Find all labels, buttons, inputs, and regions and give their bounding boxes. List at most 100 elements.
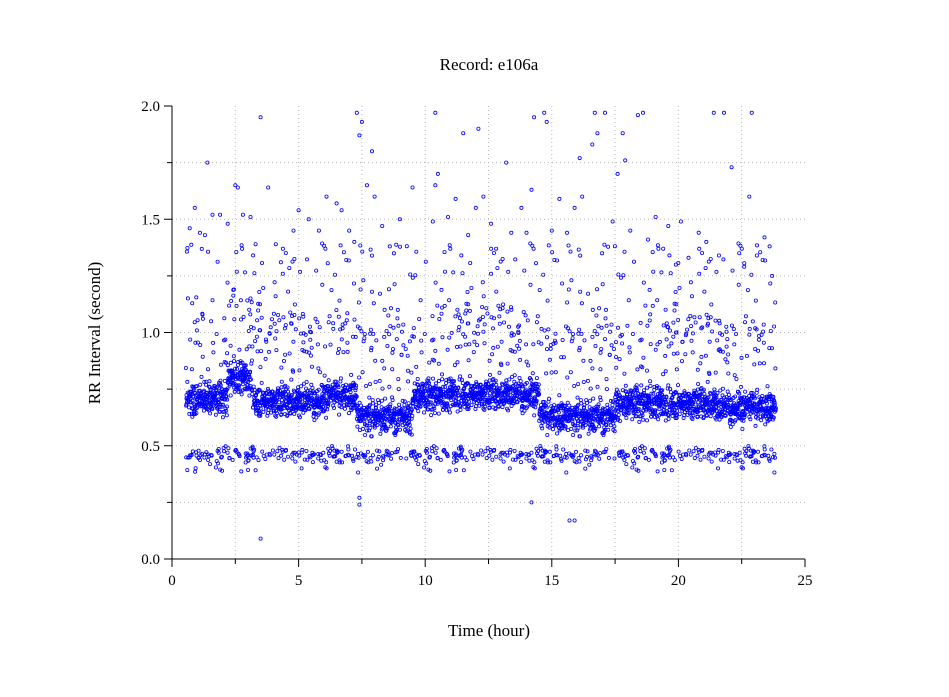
- data-point: [292, 312, 297, 317]
- data-point: [224, 389, 229, 394]
- data-point: [275, 386, 280, 391]
- data-point: [210, 406, 215, 411]
- data-point: [369, 348, 374, 353]
- data-point: [524, 456, 529, 461]
- data-point: [714, 269, 719, 274]
- data-point: [604, 387, 609, 392]
- data-point: [567, 518, 572, 523]
- data-point: [559, 355, 564, 360]
- data-point: [326, 320, 331, 325]
- data-point: [522, 408, 527, 413]
- data-point: [471, 456, 476, 461]
- data-point: [598, 451, 603, 456]
- data-point: [734, 452, 739, 457]
- data-point: [328, 342, 333, 347]
- data-point: [638, 320, 643, 325]
- data-point: [709, 459, 714, 464]
- data-point: [263, 456, 268, 461]
- data-point: [686, 317, 691, 322]
- data-point: [705, 398, 710, 403]
- data-point: [717, 347, 722, 352]
- data-point: [257, 302, 262, 307]
- data-point: [270, 389, 275, 394]
- data-point: [461, 131, 466, 136]
- data-point: [381, 455, 386, 460]
- data-point: [630, 417, 635, 422]
- data-point: [360, 249, 365, 254]
- data-point: [480, 314, 485, 319]
- data-point: [424, 450, 429, 455]
- data-point: [656, 385, 661, 390]
- data-point: [302, 457, 307, 462]
- data-point: [704, 239, 709, 244]
- data-point: [536, 382, 541, 387]
- data-point: [263, 337, 268, 342]
- data-point: [602, 415, 607, 420]
- data-point: [274, 348, 279, 353]
- data-point: [770, 417, 775, 422]
- data-point: [208, 392, 213, 397]
- data-point: [445, 401, 450, 406]
- data-point: [339, 405, 344, 410]
- data-point: [565, 375, 570, 380]
- data-point: [301, 410, 306, 415]
- data-point: [622, 249, 627, 254]
- data-point: [324, 194, 329, 199]
- data-point: [365, 428, 370, 433]
- data-point: [747, 326, 752, 331]
- data-point: [573, 423, 578, 428]
- data-point: [234, 303, 239, 308]
- data-point: [433, 280, 438, 285]
- data-point: [303, 408, 308, 413]
- data-point: [228, 360, 233, 365]
- data-point: [435, 401, 440, 406]
- data-point: [716, 447, 721, 452]
- data-point: [675, 408, 680, 413]
- data-point: [529, 377, 534, 382]
- data-point: [266, 185, 271, 190]
- data-point: [410, 413, 415, 418]
- data-point: [539, 326, 544, 331]
- data-point: [622, 457, 627, 462]
- data-point: [468, 449, 473, 454]
- data-point: [418, 298, 423, 303]
- data-point: [291, 228, 296, 233]
- data-point: [399, 352, 404, 357]
- data-point: [309, 382, 314, 387]
- data-point: [352, 317, 357, 322]
- data-point: [356, 455, 361, 460]
- data-point: [501, 302, 506, 307]
- data-point: [757, 361, 762, 366]
- data-point: [697, 315, 702, 320]
- data-point: [239, 392, 244, 397]
- data-point: [510, 349, 515, 354]
- data-point: [466, 302, 471, 307]
- data-point: [475, 324, 480, 329]
- data-point: [586, 431, 591, 436]
- data-point: [532, 466, 537, 471]
- data-point: [490, 457, 495, 462]
- data-point: [545, 346, 550, 351]
- data-point: [409, 453, 414, 458]
- data-point: [248, 214, 253, 219]
- data-point: [771, 415, 776, 420]
- data-point: [317, 411, 322, 416]
- data-point: [706, 316, 711, 321]
- data-point: [542, 110, 547, 115]
- data-point: [240, 246, 245, 251]
- data-point: [481, 194, 486, 199]
- data-point: [585, 454, 590, 459]
- data-point: [692, 388, 697, 393]
- data-point: [506, 408, 511, 413]
- data-point: [673, 289, 678, 294]
- data-point: [240, 212, 245, 217]
- data-point: [671, 455, 676, 460]
- data-point: [280, 246, 285, 251]
- data-point: [689, 338, 694, 343]
- data-point: [219, 454, 224, 459]
- data-point: [194, 411, 199, 416]
- data-point: [439, 311, 444, 316]
- data-point: [337, 458, 342, 463]
- data-point: [531, 246, 536, 251]
- data-point: [632, 461, 637, 466]
